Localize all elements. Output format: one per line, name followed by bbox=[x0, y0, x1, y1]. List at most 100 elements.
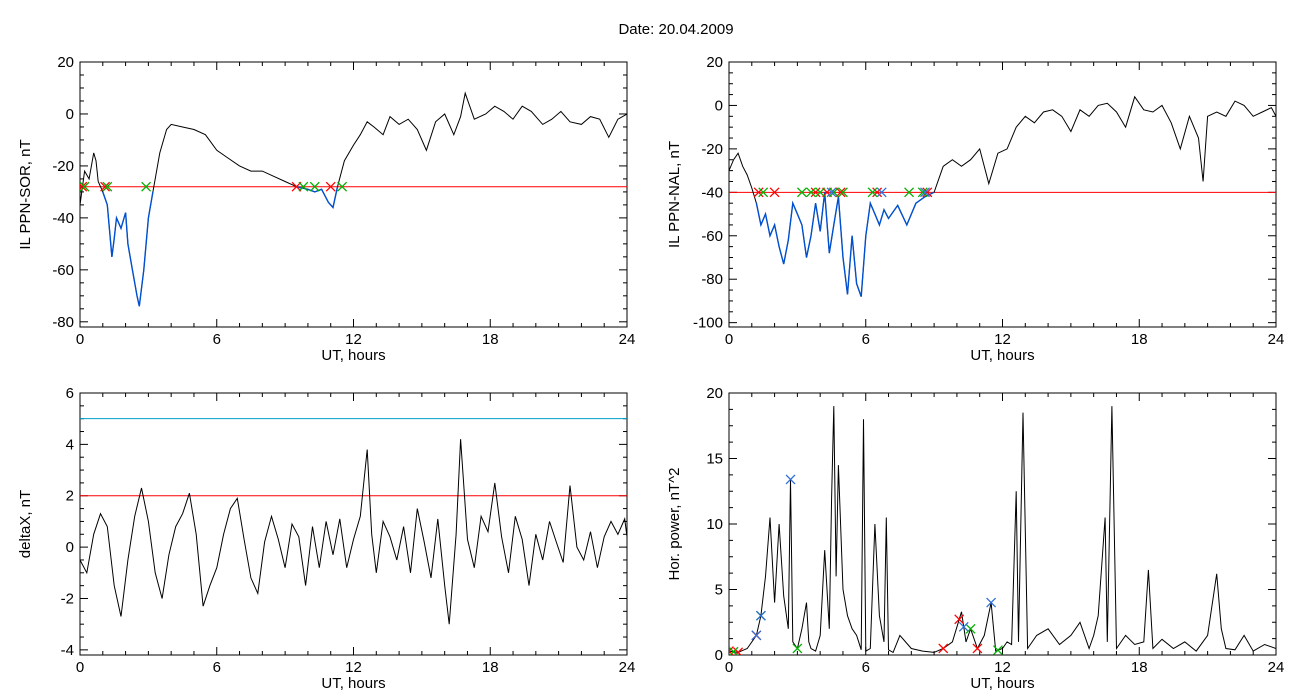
plot-area bbox=[80, 418, 627, 625]
y-tick-label: 6 bbox=[66, 385, 74, 402]
plot-area bbox=[729, 406, 1276, 655]
x-tick-label: 12 bbox=[994, 331, 1011, 348]
green-x-marker bbox=[758, 187, 769, 198]
red-x-marker bbox=[80, 181, 88, 192]
x-tick-label: 12 bbox=[994, 659, 1011, 676]
green-x-marker bbox=[141, 181, 152, 192]
panel-ppn_sor: 0 6 12 18 24 20 0 -20 -40 -60 -80 UT, hours IL PPN-S… bbox=[17, 54, 635, 364]
x-tick-label: 6 bbox=[862, 659, 870, 676]
x-axis-label: UT, hours bbox=[321, 675, 385, 692]
x-axis-label: UT, hours bbox=[970, 675, 1034, 692]
red-x-marker bbox=[100, 181, 111, 192]
x-tick-label: 12 bbox=[345, 659, 362, 676]
red-x-marker bbox=[769, 187, 780, 198]
y-tick-label: 20 bbox=[57, 54, 74, 71]
y-tick-label: 2 bbox=[66, 488, 74, 505]
y-tick-label: -40 bbox=[52, 210, 74, 227]
y-tick-label: 5 bbox=[715, 582, 723, 599]
red-x-marker bbox=[938, 643, 949, 654]
y-axis-label: Hor. power, nT^2 bbox=[666, 468, 683, 581]
y-tick-label: -20 bbox=[52, 158, 74, 175]
y-tick-label: 0 bbox=[66, 106, 74, 123]
y-tick-label: -20 bbox=[701, 141, 723, 158]
green-x-marker bbox=[917, 187, 928, 198]
green-x-marker bbox=[965, 623, 976, 634]
green-x-marker bbox=[337, 181, 348, 192]
x-tick-label: 12 bbox=[345, 331, 362, 348]
y-axis-label: IL PPN-NAL, nT bbox=[666, 141, 683, 248]
green-x-marker bbox=[309, 181, 320, 192]
y-tick-label: 0 bbox=[715, 647, 723, 664]
x-tick-label: 0 bbox=[76, 331, 84, 348]
plot-frame bbox=[79, 392, 628, 656]
y-tick-label: -100 bbox=[693, 315, 723, 332]
green-x-marker bbox=[904, 187, 915, 198]
plot-area bbox=[729, 95, 1276, 297]
red-x-marker bbox=[753, 187, 764, 198]
y-tick-label: 15 bbox=[706, 451, 723, 468]
y-tick-label: -60 bbox=[701, 228, 723, 245]
x-tick-label: 24 bbox=[1268, 331, 1285, 348]
x-axis-label: UT, hours bbox=[970, 347, 1034, 364]
y-tick-label: -2 bbox=[61, 590, 74, 607]
green-x-marker bbox=[992, 645, 1003, 655]
blue-x-marker bbox=[920, 187, 930, 198]
blue-x-marker bbox=[785, 474, 796, 485]
red-x-marker bbox=[872, 187, 883, 198]
figure-title: Date: 20.04.2009 bbox=[618, 21, 733, 38]
plot-area bbox=[80, 91, 627, 307]
green-x-marker bbox=[80, 181, 90, 192]
plot-frame bbox=[79, 61, 628, 328]
panel-ppn_nal: 0 6 12 18 24 20 0 -20 -40 -60 -80 -100 UT, hours IL P… bbox=[666, 54, 1284, 364]
red-x-marker bbox=[325, 181, 336, 192]
red-x-marker bbox=[922, 187, 933, 198]
x-tick-label: 18 bbox=[482, 331, 499, 348]
y-axis-label: IL PPN-SOR, nT bbox=[17, 139, 34, 249]
x-tick-label: 24 bbox=[619, 331, 636, 348]
y-tick-label: -40 bbox=[701, 184, 723, 201]
green-x-marker bbox=[796, 187, 807, 198]
y-tick-label: -80 bbox=[701, 271, 723, 288]
blue-x-marker bbox=[826, 187, 837, 198]
green-x-marker bbox=[828, 187, 839, 198]
x-tick-label: 18 bbox=[482, 659, 499, 676]
green-x-marker bbox=[102, 181, 113, 192]
y-tick-label: 10 bbox=[706, 516, 723, 533]
y-tick-label: -80 bbox=[52, 314, 74, 331]
x-tick-label: 0 bbox=[725, 331, 733, 348]
x-tick-label: 18 bbox=[1131, 331, 1148, 348]
green-x-marker bbox=[792, 643, 803, 654]
panel-hor_power: 0 6 12 18 24 20 15 10 5 0 UT, hours Hor. power, nT^… bbox=[666, 385, 1284, 692]
red-x-marker bbox=[972, 643, 983, 654]
blue-x-marker bbox=[876, 187, 887, 198]
series-line bbox=[80, 91, 627, 307]
red-x-marker bbox=[810, 187, 821, 198]
green-x-marker bbox=[729, 646, 739, 655]
green-x-marker bbox=[815, 187, 826, 198]
green-x-marker bbox=[837, 187, 848, 198]
blue-x-marker bbox=[751, 630, 762, 641]
y-tick-label: 4 bbox=[66, 436, 74, 453]
y-tick-label: 0 bbox=[66, 539, 74, 556]
y-axis-label: deltaX, nT bbox=[17, 490, 34, 558]
x-tick-label: 6 bbox=[213, 331, 221, 348]
x-axis-label: UT, hours bbox=[321, 347, 385, 364]
series-line bbox=[729, 406, 1276, 654]
red-x-marker bbox=[954, 614, 965, 625]
series-line bbox=[80, 439, 627, 625]
below-threshold-segment bbox=[296, 186, 339, 209]
x-tick-label: 18 bbox=[1131, 659, 1148, 676]
green-x-marker bbox=[298, 181, 309, 192]
y-tick-label: 0 bbox=[715, 97, 723, 114]
x-tick-label: 6 bbox=[862, 331, 870, 348]
panel-deltax: 0 6 12 18 24 6 4 2 0 -2 -4 UT, hours deltaX, nT bbox=[17, 385, 635, 692]
x-tick-label: 0 bbox=[725, 659, 733, 676]
green-x-marker bbox=[806, 187, 817, 198]
x-tick-label: 24 bbox=[1268, 659, 1285, 676]
blue-x-marker bbox=[958, 621, 969, 632]
y-tick-label: 20 bbox=[706, 385, 723, 402]
green-x-marker bbox=[867, 187, 878, 198]
below-threshold-segment bbox=[102, 191, 154, 307]
y-tick-label: -4 bbox=[61, 642, 74, 659]
